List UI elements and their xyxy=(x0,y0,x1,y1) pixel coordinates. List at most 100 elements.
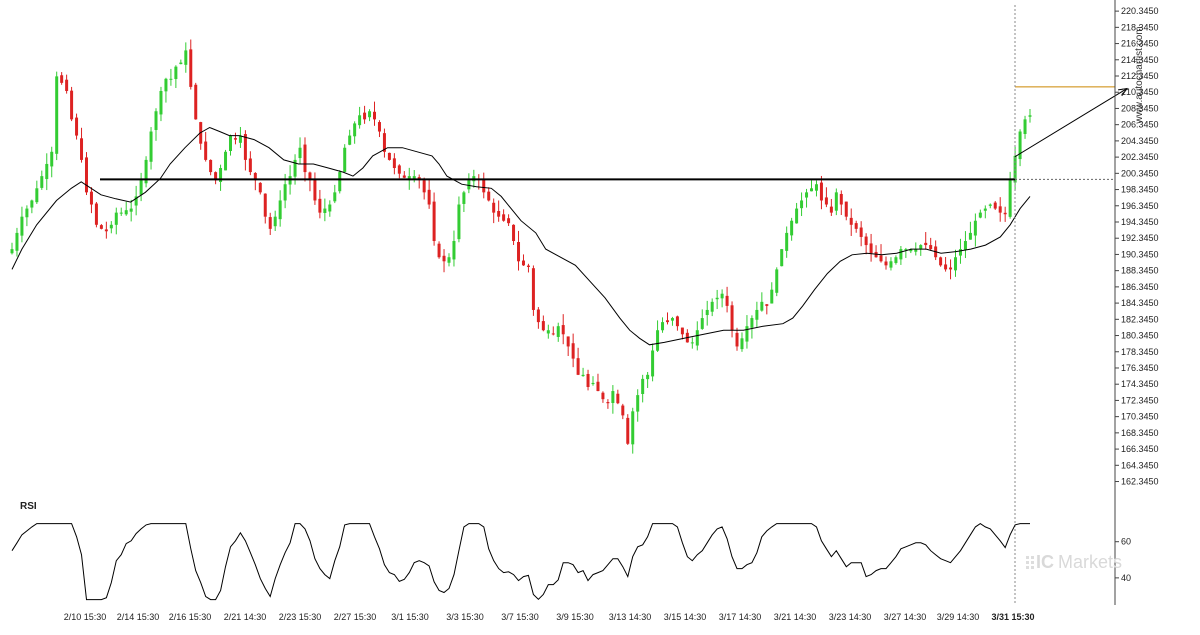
candle-body xyxy=(99,225,103,229)
candle-body xyxy=(169,78,173,80)
candle-body xyxy=(129,208,133,212)
candle-body xyxy=(988,204,992,206)
candle-body xyxy=(978,212,982,218)
candle-body xyxy=(80,138,84,160)
candle-body xyxy=(377,122,381,132)
candle-body xyxy=(35,188,39,203)
y-tick-label: 174.3450 xyxy=(1121,379,1159,389)
candle-body xyxy=(651,350,655,377)
y-tick-label: 190.3450 xyxy=(1121,249,1159,259)
x-tick-label: 3/29 14:30 xyxy=(937,612,980,622)
candle-body xyxy=(854,223,858,229)
candle-body xyxy=(1028,115,1032,117)
candle-body xyxy=(114,212,118,225)
candle-body xyxy=(333,192,337,202)
forecast-arrow-head xyxy=(1118,87,1129,97)
candle-body xyxy=(541,321,545,331)
candle-body xyxy=(233,138,237,140)
candle-body xyxy=(864,236,868,246)
candle-body xyxy=(889,261,893,268)
candle-body xyxy=(268,217,272,229)
candle-body xyxy=(243,134,247,160)
candle-body xyxy=(968,232,972,240)
candle-body xyxy=(293,159,297,177)
y-tick-label: 206.3450 xyxy=(1121,120,1159,130)
candle-body xyxy=(283,184,287,201)
y-tick-label: 166.3450 xyxy=(1121,444,1159,454)
candle-body xyxy=(184,50,188,65)
candle-body xyxy=(790,220,794,236)
candle-body xyxy=(735,332,739,347)
x-tick-label: 3/23 14:30 xyxy=(829,612,872,622)
candle-body xyxy=(944,264,948,270)
candle-body xyxy=(313,179,317,201)
candle-body xyxy=(204,141,208,160)
candle-body xyxy=(834,192,838,211)
candle-body xyxy=(641,378,645,394)
candle-body xyxy=(814,184,818,191)
candle-body xyxy=(770,289,774,304)
y-tick-label: 176.3450 xyxy=(1121,363,1159,373)
candle-body xyxy=(219,168,223,182)
x-tick-label: 3/27 14:30 xyxy=(884,612,927,622)
y-tick-label: 188.3450 xyxy=(1121,266,1159,276)
candle-body xyxy=(134,196,138,206)
candle-body xyxy=(780,249,784,267)
candle-body xyxy=(492,202,496,213)
candle-body xyxy=(442,255,446,262)
candle-body xyxy=(621,405,625,416)
candle-body xyxy=(482,178,486,193)
candle-body xyxy=(924,242,928,246)
candle-body xyxy=(318,198,322,213)
candle-body xyxy=(209,159,213,173)
candle-body xyxy=(382,133,386,152)
candle-body xyxy=(695,330,699,346)
candle-body xyxy=(298,147,302,159)
y-tick-label: 214.3450 xyxy=(1121,55,1159,65)
x-tick-label: 3/15 14:30 xyxy=(664,612,707,622)
moving-average-line xyxy=(11,126,1031,346)
brand-logo: IC Markets xyxy=(1026,552,1122,572)
candle-body xyxy=(278,200,282,220)
candle-body xyxy=(308,172,312,181)
candle-body xyxy=(427,189,431,205)
candle-body xyxy=(179,62,183,65)
candle-body xyxy=(363,112,367,120)
candle-body xyxy=(680,327,684,335)
y-tick-label: 184.3450 xyxy=(1121,298,1159,308)
candle-body xyxy=(189,49,193,87)
candle-body xyxy=(338,172,342,192)
candle-body xyxy=(705,309,709,316)
candle-body xyxy=(879,255,883,262)
candle-body xyxy=(993,202,997,209)
candle-body xyxy=(760,301,764,311)
candle-body xyxy=(954,257,958,271)
rsi-line xyxy=(11,522,1030,601)
candle-body xyxy=(546,330,550,334)
candle-body xyxy=(755,309,759,320)
x-tick-label: 2/16 15:30 xyxy=(169,612,212,622)
candle-body xyxy=(25,208,29,218)
y-tick-label: 162.3450 xyxy=(1121,477,1159,487)
y-tick-label: 180.3450 xyxy=(1121,331,1159,341)
y-tick-label: 192.3450 xyxy=(1121,233,1159,243)
candle-body xyxy=(958,249,962,256)
candle-body xyxy=(15,232,19,251)
candle-body xyxy=(94,203,98,225)
candle-body xyxy=(253,172,257,181)
candle-body xyxy=(84,157,88,193)
rsi-label: RSI xyxy=(20,501,37,512)
axis-layer: 220.3450 218.3450 216.3450 214.3450 212.3450… xyxy=(64,0,1159,622)
candle-body xyxy=(596,381,600,392)
candle-body xyxy=(859,227,863,237)
candle-body xyxy=(656,330,660,351)
overlay-layer xyxy=(11,5,1129,605)
candle-body xyxy=(119,212,123,214)
candle-body xyxy=(795,208,799,224)
candle-body xyxy=(507,218,511,224)
candle-body xyxy=(40,176,44,188)
candle-body xyxy=(328,204,332,212)
y-tick-label: 204.3450 xyxy=(1121,136,1159,146)
candle-body xyxy=(55,76,59,154)
candle-body xyxy=(929,245,933,250)
